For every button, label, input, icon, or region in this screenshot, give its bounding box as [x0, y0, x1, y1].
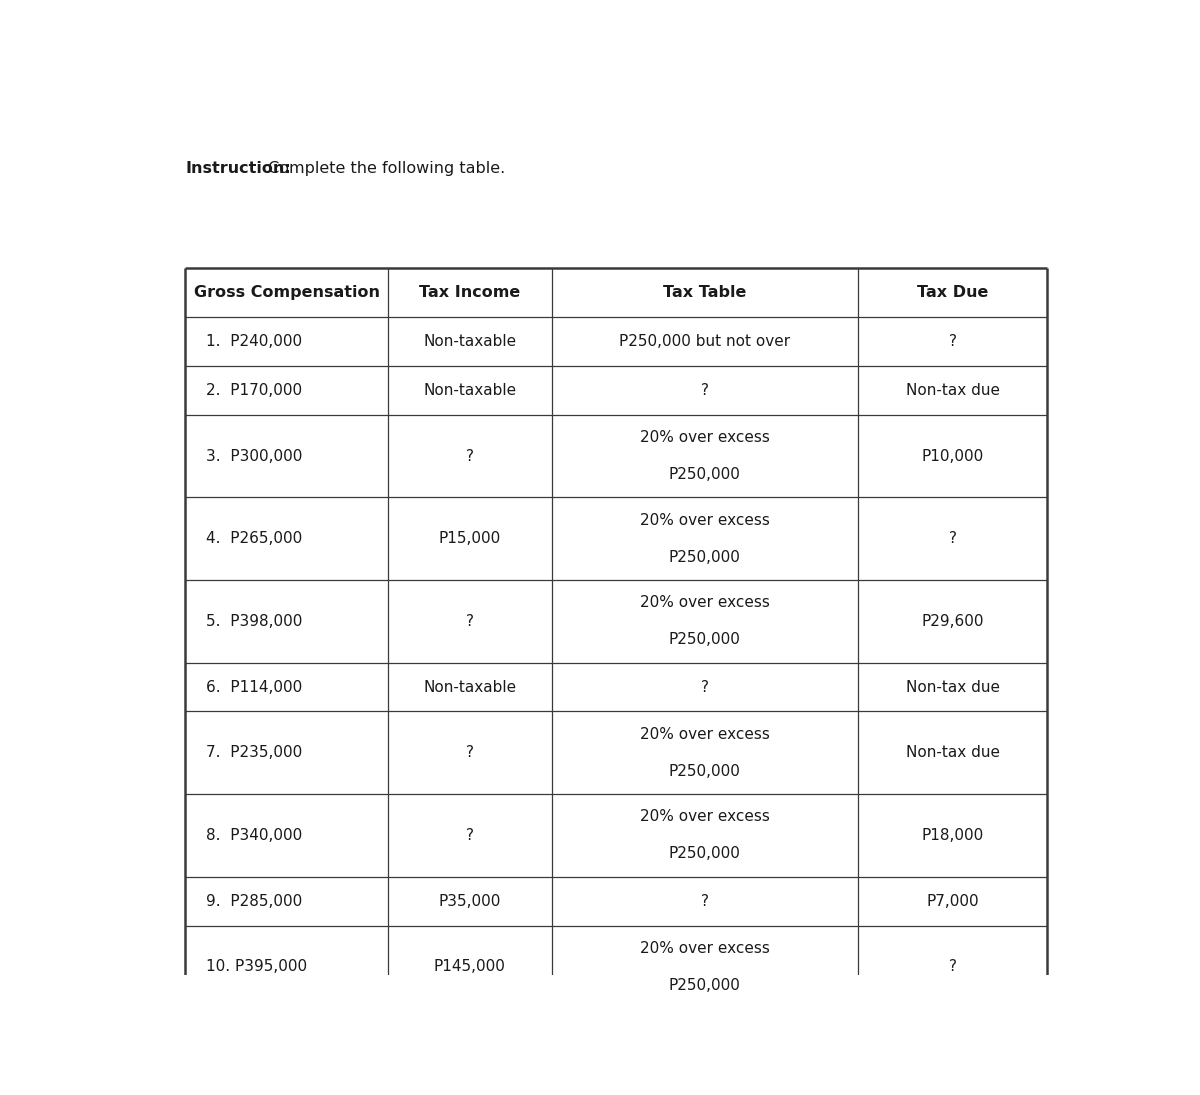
Text: ?: ?	[701, 680, 709, 694]
Text: P7,000: P7,000	[926, 894, 979, 909]
Text: Non-taxable: Non-taxable	[424, 680, 516, 694]
Text: 20% over excess: 20% over excess	[640, 727, 769, 741]
Text: 8.  P340,000: 8. P340,000	[206, 828, 302, 843]
Text: P250,000: P250,000	[668, 978, 740, 993]
Text: ?: ?	[701, 894, 709, 909]
Text: 4.  P265,000: 4. P265,000	[206, 531, 302, 546]
Text: P18,000: P18,000	[922, 828, 984, 843]
Text: 10. P395,000: 10. P395,000	[206, 959, 307, 975]
Text: 20% over excess: 20% over excess	[640, 941, 769, 956]
Text: Complete the following table.: Complete the following table.	[263, 161, 505, 176]
Text: ?: ?	[466, 746, 474, 760]
Text: 20% over excess: 20% over excess	[640, 512, 769, 528]
Text: P10,000: P10,000	[922, 449, 984, 463]
Text: ?: ?	[949, 334, 956, 349]
Text: Non-tax due: Non-tax due	[906, 383, 1000, 397]
Text: P29,600: P29,600	[922, 614, 984, 629]
Text: Non-taxable: Non-taxable	[424, 334, 516, 349]
Text: Non-tax due: Non-tax due	[906, 746, 1000, 760]
Text: Non-tax due: Non-tax due	[906, 680, 1000, 694]
Text: ?: ?	[466, 828, 474, 843]
Text: 1.  P240,000: 1. P240,000	[206, 334, 302, 349]
Text: Tax Due: Tax Due	[917, 285, 989, 300]
Text: 7.  P235,000: 7. P235,000	[206, 746, 302, 760]
Text: Instruction:: Instruction:	[185, 161, 292, 176]
Text: P250,000: P250,000	[668, 550, 740, 565]
Text: ?: ?	[466, 614, 474, 629]
Text: Non-taxable: Non-taxable	[424, 383, 516, 397]
Text: ?: ?	[701, 383, 709, 397]
Text: 20% over excess: 20% over excess	[640, 430, 769, 445]
Text: 3.  P300,000: 3. P300,000	[206, 449, 302, 463]
Text: Gross Compensation: Gross Compensation	[193, 285, 379, 300]
Text: 5.  P398,000: 5. P398,000	[206, 614, 302, 629]
Text: P35,000: P35,000	[439, 894, 502, 909]
Text: P250,000 but not over: P250,000 but not over	[619, 334, 791, 349]
Text: 6.  P114,000: 6. P114,000	[206, 680, 302, 694]
Text: 20% over excess: 20% over excess	[640, 809, 769, 825]
Text: 20% over excess: 20% over excess	[640, 596, 769, 610]
Text: P250,000: P250,000	[668, 632, 740, 647]
Text: P250,000: P250,000	[668, 764, 740, 779]
Text: ?: ?	[949, 959, 956, 975]
Text: P15,000: P15,000	[439, 531, 500, 546]
Text: 2.  P170,000: 2. P170,000	[206, 383, 302, 397]
Text: P250,000: P250,000	[668, 846, 740, 862]
Text: P145,000: P145,000	[434, 959, 505, 975]
Text: Tax Table: Tax Table	[664, 285, 746, 300]
Text: ?: ?	[466, 449, 474, 463]
Text: ?: ?	[949, 531, 956, 546]
Text: P250,000: P250,000	[668, 468, 740, 482]
Text: 9.  P285,000: 9. P285,000	[206, 894, 302, 909]
Text: Tax Income: Tax Income	[419, 285, 521, 300]
